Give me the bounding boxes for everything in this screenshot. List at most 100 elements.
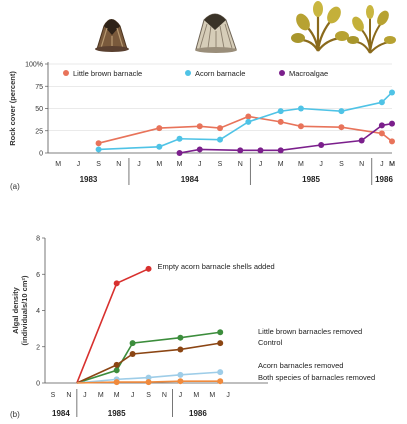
data-point	[113, 361, 120, 368]
data-point	[177, 334, 184, 341]
x-month-label: S	[339, 161, 344, 168]
data-point	[177, 371, 184, 378]
series-line	[98, 115, 393, 144]
macroalgae-illustration	[291, 1, 396, 54]
data-point	[113, 379, 120, 386]
x-month-label: N	[238, 161, 243, 168]
x-month-label: M	[278, 161, 284, 168]
data-point	[277, 108, 284, 115]
data-point	[257, 147, 264, 154]
legend-label: Macroalgae	[289, 69, 328, 78]
data-point	[338, 108, 345, 115]
x-year-label: 1986	[375, 175, 393, 184]
data-point	[176, 135, 183, 142]
data-point	[217, 378, 224, 385]
y-axis-title: Algal density(individuals/10 cm²)	[11, 275, 29, 346]
x-month-label: M	[209, 392, 215, 399]
x-month-label: J	[319, 161, 323, 168]
data-point	[378, 122, 385, 129]
y-tick-label: 8	[36, 236, 40, 243]
panel-b-chart: 0 2 4 6 8 Algal density(individuals/10 cm²) S N…	[10, 236, 375, 420]
legend-marker	[279, 70, 285, 76]
data-point	[177, 378, 184, 385]
x-month-label: M	[193, 392, 199, 399]
data-point	[177, 346, 184, 353]
data-point	[129, 351, 136, 357]
x-month-label: J	[259, 161, 263, 168]
y-tick-label: 0	[39, 151, 43, 158]
data-point	[378, 130, 385, 137]
data-point	[297, 123, 304, 130]
data-point	[156, 125, 163, 132]
x-month-label: J	[198, 161, 202, 168]
x-month-label: J	[131, 392, 135, 399]
data-point	[338, 124, 345, 131]
x-month-label: S	[51, 392, 56, 399]
series-annotation: Control	[258, 338, 283, 347]
data-point	[113, 280, 120, 287]
data-point	[389, 120, 395, 127]
x-year-label: 1983	[80, 175, 98, 184]
data-point	[245, 113, 252, 120]
x-month-label: J	[77, 161, 81, 168]
x-month-label: M	[389, 161, 395, 168]
data-point	[95, 140, 102, 147]
panel-label: (a)	[10, 182, 20, 191]
data-point	[378, 99, 385, 106]
x-year-label: 1985	[302, 175, 320, 184]
data-point	[237, 147, 244, 154]
data-point	[277, 147, 284, 154]
x-year-label: 1986	[189, 409, 207, 418]
x-month-label: N	[66, 392, 71, 399]
legend-marker	[63, 70, 69, 76]
x-month-label: J	[380, 161, 384, 168]
x-month-label: J	[83, 392, 87, 399]
x-month-label: J	[226, 392, 230, 399]
data-point	[389, 89, 395, 96]
data-point	[389, 138, 395, 145]
x-month-label: S	[96, 161, 101, 168]
legend-label: Little brown barnacle	[73, 69, 142, 78]
data-point	[156, 143, 163, 150]
data-point	[95, 146, 102, 153]
x-year-label: 1984	[52, 409, 70, 418]
acorn-barnacle-illustration	[195, 13, 237, 53]
data-point	[217, 329, 224, 336]
y-tick-label: 50	[35, 106, 43, 113]
data-point	[297, 105, 304, 112]
series-line	[98, 91, 393, 151]
data-point	[217, 340, 224, 347]
x-month-label: N	[162, 392, 167, 399]
x-month-label: M	[156, 161, 162, 168]
y-tick-label: 2	[36, 344, 40, 351]
x-month-label: M	[55, 161, 61, 168]
x-month-label: J	[137, 161, 141, 168]
y-axis-title: Rock cover (percent)	[8, 71, 17, 146]
y-tick-label: 25	[35, 128, 43, 135]
data-point	[145, 379, 152, 386]
data-point	[145, 374, 152, 381]
y-tick-label: 75	[35, 84, 43, 91]
data-point	[196, 123, 203, 130]
data-point	[196, 146, 203, 153]
data-point	[113, 367, 120, 374]
legend-label: Acorn barnacle	[195, 69, 245, 78]
panel-label: (b)	[10, 410, 20, 419]
series-annotation: Empty acorn barnacle shells added	[158, 262, 275, 271]
x-year-label: 1984	[181, 175, 199, 184]
x-year-label: 1985	[108, 409, 126, 418]
x-month-label: M	[98, 392, 104, 399]
data-point	[358, 137, 365, 144]
series-annotation: Little brown barnacles removed	[258, 327, 362, 336]
data-point	[176, 150, 183, 156]
y-tick-label: 6	[36, 272, 40, 279]
series-annotation: Both species of barnacles removed	[258, 373, 375, 382]
data-point	[145, 265, 152, 272]
data-point	[245, 118, 252, 125]
x-month-label: M	[298, 161, 304, 168]
y-tick-label: 4	[36, 308, 40, 315]
data-point	[129, 340, 136, 347]
series-annotation: Acorn barnacles removed	[258, 361, 343, 370]
x-month-label: S	[146, 392, 151, 399]
